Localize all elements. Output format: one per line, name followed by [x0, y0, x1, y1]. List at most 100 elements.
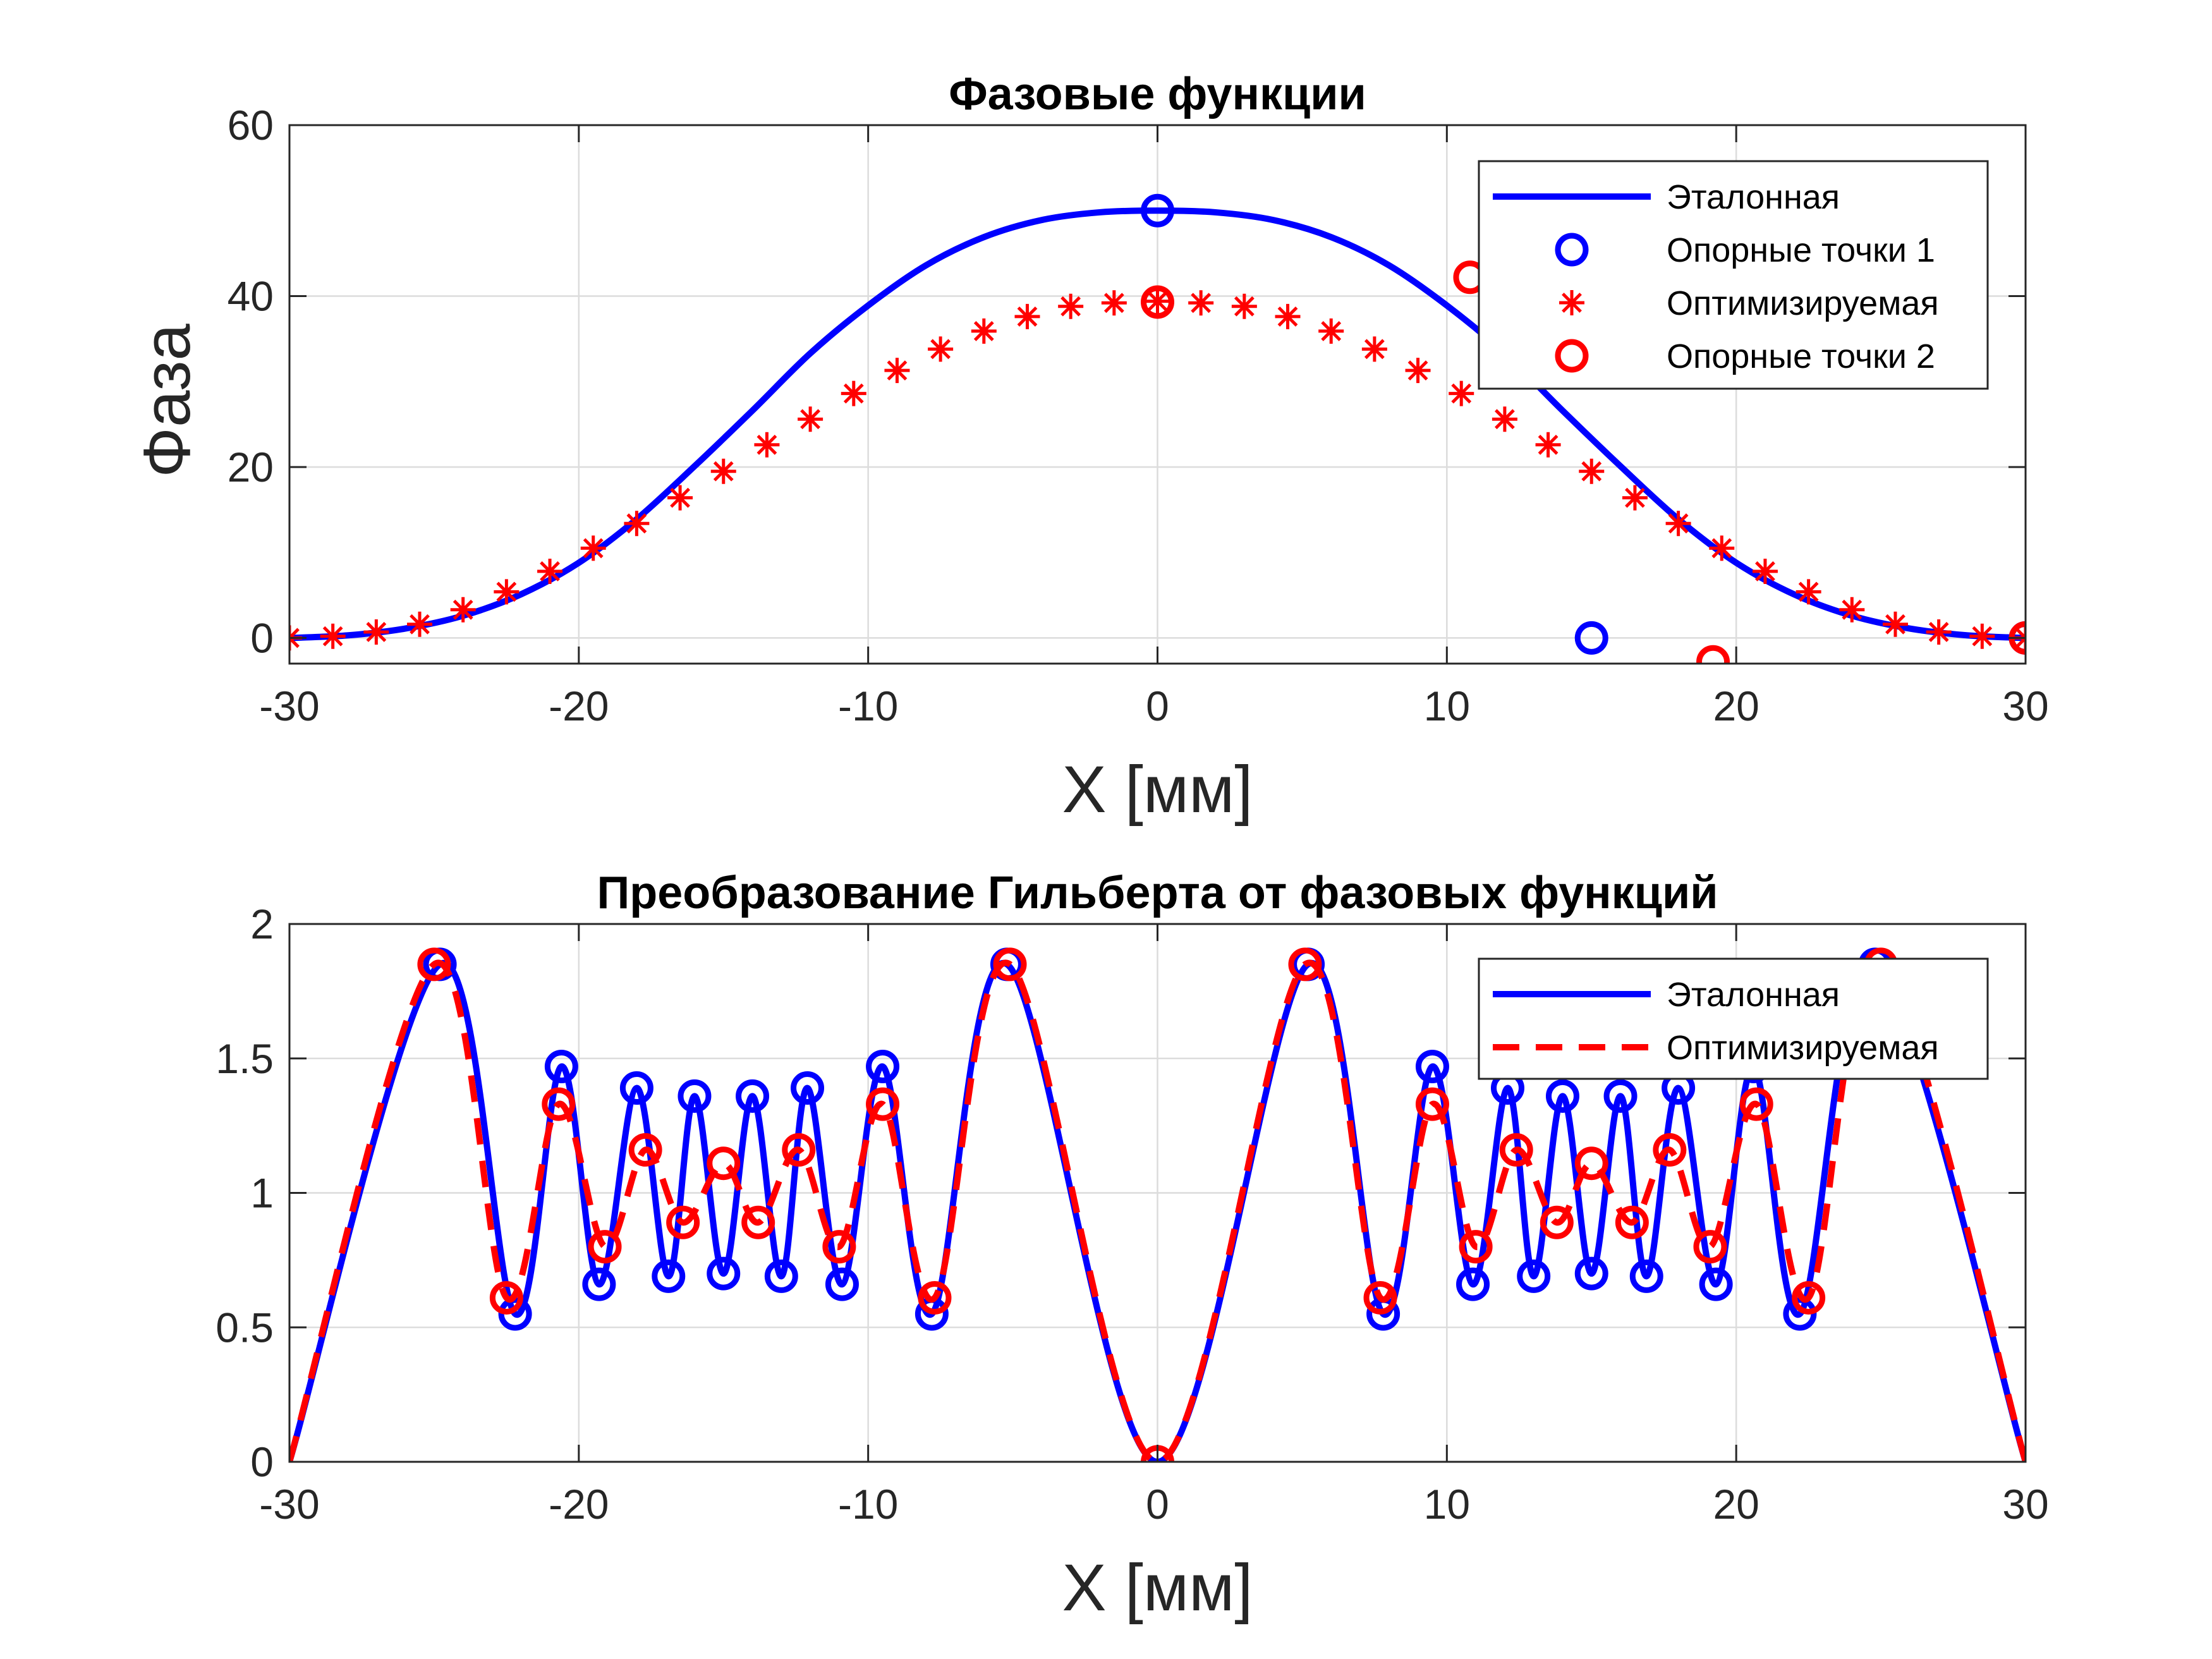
y-tick-label: 0.5: [216, 1304, 274, 1351]
x-tick-label: 10: [1424, 1481, 1470, 1528]
data-point: [1188, 290, 1214, 316]
data-point: [666, 1205, 700, 1239]
data-point: [1415, 1087, 1449, 1121]
data-point: [1141, 285, 1174, 319]
y-tick-label: 1.5: [216, 1035, 274, 1082]
x-tick-label: 30: [2002, 1481, 2048, 1528]
y-tick-label: 0: [250, 1438, 274, 1485]
legend-swatch: [1555, 339, 1589, 373]
data-point: [544, 1050, 578, 1084]
data-point: [1449, 380, 1474, 406]
data-point: [1363, 1280, 1397, 1315]
data-point: [841, 380, 866, 406]
data-point: [1709, 535, 1735, 561]
data-point: [884, 358, 910, 384]
data-point: [1141, 193, 1174, 228]
data-point: [993, 947, 1027, 981]
data-point: [1839, 597, 1865, 623]
data-point: [1574, 621, 1608, 655]
legend: Эталонная Опорные точки 1 Оптимизируемая Оп…: [1478, 160, 1989, 390]
legend-label: Оптимизируемая: [1667, 284, 1939, 322]
chart-1: -30 -20 -10 0 10 20 30 0 20 40 60 Фазовые функции X …: [130, 69, 2049, 827]
data-point: [1231, 293, 1257, 319]
data-point: [1653, 1133, 1687, 1167]
data-point: [1535, 432, 1561, 458]
y-tick-label: 60: [228, 102, 274, 149]
data-point: [1574, 1146, 1608, 1181]
x-tick-label: 10: [1424, 683, 1470, 729]
legend: Эталонная Оптимизируемая: [1478, 957, 1989, 1080]
data-point: [1579, 458, 1605, 484]
legend-label: Эталонная: [1667, 976, 1840, 1014]
data-point: [1629, 1259, 1663, 1293]
data-point: [1145, 288, 1170, 314]
data-point: [1926, 619, 1952, 645]
y-tick-label: 0: [250, 614, 274, 661]
legend-swatch: [1555, 233, 1589, 267]
x-tick-label: 30: [2002, 683, 2048, 729]
data-point: [1101, 290, 1127, 316]
data-point: [707, 1256, 741, 1291]
data-point: [407, 611, 433, 637]
series-line-Эталонная: [289, 959, 2026, 1462]
data-point: [582, 1267, 616, 1301]
legend-label: Эталонная: [1667, 178, 1840, 216]
plot-area: [289, 193, 2026, 664]
data-point: [1456, 1267, 1490, 1301]
data-point: [754, 432, 780, 458]
data-point: [866, 1050, 900, 1084]
y-tick-label: 40: [228, 272, 274, 319]
data-point: [1622, 485, 1648, 511]
plot-area: [289, 947, 2026, 1462]
data-point: [1615, 1205, 1649, 1239]
data-point: [1603, 1079, 1638, 1113]
data-point: [736, 1079, 770, 1113]
data-point: [363, 619, 389, 645]
data-point: [1693, 1230, 1727, 1264]
data-point: [1882, 611, 1908, 637]
data-point: [1499, 1133, 1533, 1167]
y-tick-label: 1: [250, 1170, 274, 1217]
series-line-Эталонная: [289, 207, 2026, 641]
data-point: [866, 1087, 900, 1121]
data-point: [450, 597, 476, 623]
x-tick-label: -10: [838, 683, 898, 729]
data-point: [1545, 1079, 1579, 1113]
x-tick-label: 0: [1146, 683, 1169, 729]
data-point: [1696, 645, 1730, 664]
data-point: [1058, 293, 1084, 319]
chart-title: Преобразование Гильберта от фазовых функ…: [597, 868, 1718, 918]
data-point: [825, 1267, 859, 1301]
data-point: [1574, 1256, 1608, 1291]
data-point: [588, 1230, 622, 1264]
data-point: [791, 1071, 825, 1105]
data-point: [798, 406, 823, 432]
data-point: [1288, 947, 1322, 981]
x-tick-label: -20: [549, 683, 609, 729]
series-line-Оптимизируемая: [289, 959, 2026, 1462]
x-tick-label: 20: [1713, 1481, 1759, 1528]
data-point: [494, 579, 520, 605]
data-point: [667, 485, 693, 511]
data-point: [1014, 303, 1040, 329]
data-point: [710, 458, 736, 484]
legend-box: [1478, 957, 1989, 1080]
legend-label: Опорные точки 1: [1667, 231, 1935, 269]
data-point: [1752, 558, 1778, 584]
x-axis-label: X [мм]: [1062, 1551, 1253, 1625]
data-point: [619, 1071, 653, 1105]
legend-label: Оптимизируемая: [1667, 1029, 1939, 1067]
data-point: [782, 1133, 816, 1167]
data-point: [624, 511, 650, 537]
x-tick-label: -10: [838, 1481, 898, 1528]
data-point: [1318, 318, 1344, 344]
data-point: [678, 1079, 712, 1113]
y-axis-label: Фаза: [130, 324, 204, 478]
x-tick-label: 0: [1146, 1481, 1169, 1528]
y-tick-label: 20: [228, 444, 274, 490]
data-point: [1540, 1205, 1574, 1239]
data-point: [1796, 579, 1821, 605]
data-point: [1665, 511, 1691, 537]
data-point: [707, 1146, 741, 1181]
data-point: [537, 558, 563, 584]
